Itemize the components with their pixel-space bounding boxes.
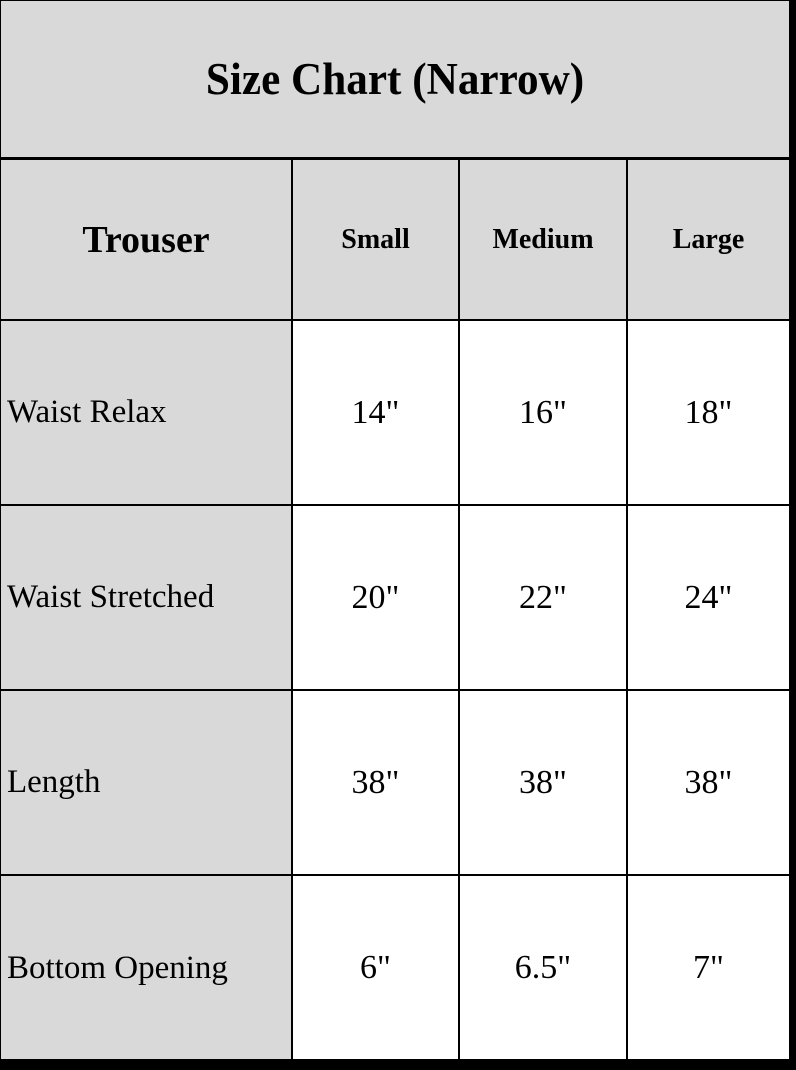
- value-length-large: 38": [628, 689, 789, 874]
- value-bottom-opening-large: 7": [628, 874, 789, 1059]
- column-header-small: Small: [293, 157, 460, 319]
- value-waist-relax-medium: 16": [460, 319, 628, 504]
- value-bottom-opening-medium: 6.5": [460, 874, 628, 1059]
- table-grid: Trouser Small Medium Large Waist Relax 1…: [1, 157, 789, 1059]
- table-title-band: Size Chart (Narrow): [1, 1, 789, 157]
- value-waist-relax-large: 18": [628, 319, 789, 504]
- row-label-bottom-opening: Bottom Opening: [1, 874, 293, 1059]
- row-label-length: Length: [1, 689, 293, 874]
- column-header-medium: Medium: [460, 157, 628, 319]
- table-title: Size Chart (Narrow): [205, 54, 585, 104]
- value-length-medium: 38": [460, 689, 628, 874]
- corner-header-cell: Trouser: [1, 157, 293, 319]
- value-bottom-opening-small: 6": [293, 874, 460, 1059]
- row-label-waist-relax: Waist Relax: [1, 319, 293, 504]
- column-header-large: Large: [628, 157, 789, 319]
- value-waist-relax-small: 14": [293, 319, 460, 504]
- row-label-waist-stretched: Waist Stretched: [1, 504, 293, 689]
- value-waist-stretched-small: 20": [293, 504, 460, 689]
- value-length-small: 38": [293, 689, 460, 874]
- value-waist-stretched-large: 24": [628, 504, 789, 689]
- value-waist-stretched-medium: 22": [460, 504, 628, 689]
